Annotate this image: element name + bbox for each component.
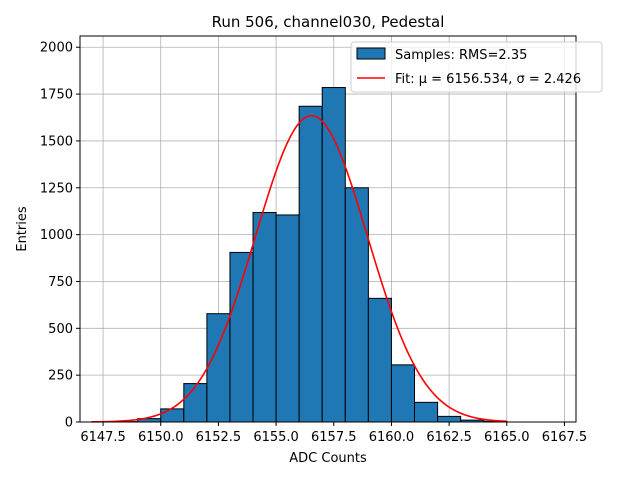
y-axis-ticks: 0 250 500 750 1000 1250 1500 1750 2000 — [40, 41, 80, 431]
y-tick-label-8: 2000 — [40, 41, 73, 56]
histogram-bar-8 — [275, 214, 300, 423]
x-tick-label-7: 6165.0 — [484, 430, 530, 445]
chart-title: Run 506, channel030, Pedestal — [212, 13, 445, 31]
x-tick-label-1: 6150.0 — [138, 430, 184, 445]
histogram-bar-14 — [414, 401, 439, 423]
histogram-bar-11 — [344, 187, 369, 423]
x-tick-label-6: 6162.5 — [426, 430, 472, 445]
y-tick-label-3: 750 — [48, 275, 73, 290]
y-axis-label: Entries — [15, 206, 30, 252]
legend-box — [350, 41, 603, 93]
y-tick-label-5: 1250 — [40, 181, 73, 196]
fit-curve — [91, 114, 507, 423]
histogram-bar-6 — [229, 251, 254, 423]
legend-swatch-samples — [356, 47, 386, 60]
histogram-bar-13 — [390, 364, 416, 423]
x-tick-label-0: 6147.5 — [80, 430, 126, 445]
y-tick-label-6: 1500 — [40, 134, 73, 149]
legend-label-fit: Fit: μ = 6156.534, σ = 2.426 — [395, 72, 581, 87]
legend: Samples: RMS=2.35 Fit: μ = 6156.534, σ =… — [350, 41, 603, 93]
fit-curve-group — [91, 114, 507, 423]
y-tick-label-7: 1750 — [40, 88, 73, 103]
histogram-bar-3 — [160, 408, 185, 423]
x-axis-label: ADC Counts — [289, 451, 367, 466]
y-tick-label-0: 0 — [65, 416, 73, 431]
histogram-bars — [114, 87, 508, 423]
x-tick-label-5: 6160.0 — [369, 430, 415, 445]
histogram-bar-7 — [252, 212, 277, 423]
axes-border — [79, 35, 577, 423]
y-tick-label-2: 500 — [48, 322, 73, 337]
axes-frame — [79, 35, 577, 423]
histogram-bar-15 — [437, 415, 462, 423]
x-tick-label-3: 6155.0 — [253, 430, 299, 445]
histogram-bar-5 — [206, 313, 231, 423]
x-tick-label-4: 6157.5 — [311, 430, 357, 445]
histogram-bar-4 — [183, 383, 208, 423]
histogram-bar-9 — [298, 105, 323, 423]
x-tick-label-8: 6167.5 — [542, 430, 588, 445]
legend-label-samples: Samples: RMS=2.35 — [395, 48, 527, 63]
histogram-bar-12 — [367, 297, 392, 423]
x-axis-ticks: 6147.5 6150.0 6152.5 6155.0 6157.5 6160.0 6162… — [80, 422, 587, 445]
y-tick-label-1: 250 — [48, 369, 73, 384]
x-tick-label-2: 6152.5 — [196, 430, 242, 445]
y-tick-label-4: 1000 — [40, 228, 73, 243]
